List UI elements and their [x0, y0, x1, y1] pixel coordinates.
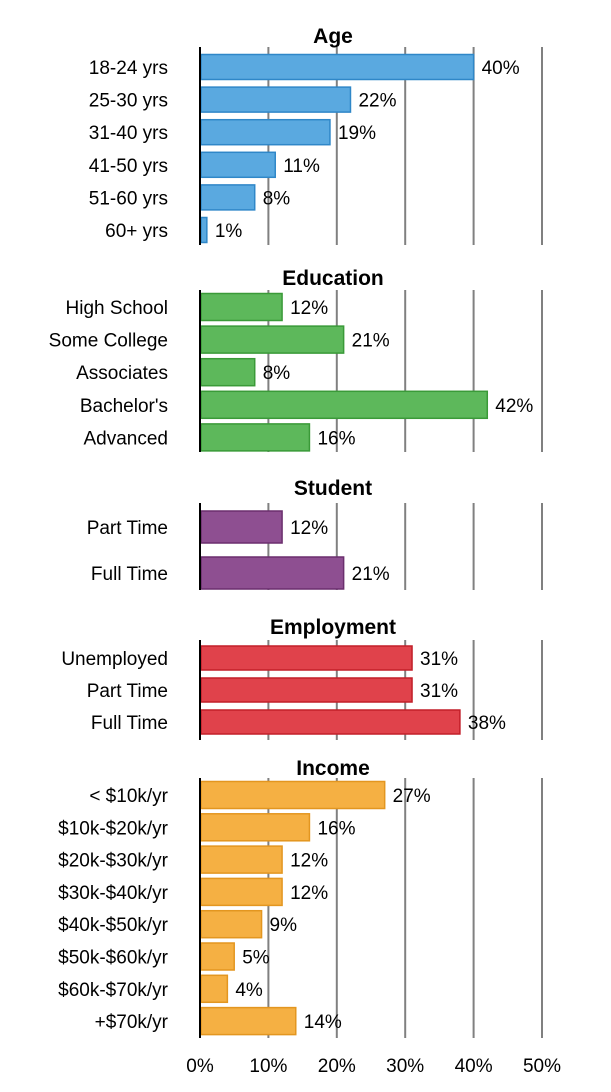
panel-title: Student: [294, 477, 372, 500]
panel-title: Education: [282, 267, 384, 290]
data-label: 11%: [283, 156, 320, 177]
bar: [200, 677, 413, 703]
bar: [200, 184, 256, 211]
bar: [200, 942, 235, 971]
bar: [200, 357, 256, 387]
data-label: 19%: [338, 123, 376, 144]
category-label: Some College: [49, 331, 168, 352]
category-label: 25-30 yrs: [89, 91, 168, 112]
data-label: 40%: [482, 58, 520, 79]
bar: [200, 325, 345, 354]
bar: [200, 118, 331, 146]
category-label: $30k-$40k/yr: [58, 883, 169, 904]
bar: [200, 1006, 297, 1036]
category-label: Part Time: [87, 518, 168, 539]
bar: [200, 292, 283, 322]
panel-title: Income: [296, 757, 370, 780]
category-label: $10k-$20k/yr: [58, 818, 169, 839]
data-label: 38%: [468, 713, 506, 734]
category-label: 51-60 yrs: [89, 188, 168, 209]
data-label: 16%: [317, 818, 355, 839]
data-label: 8%: [263, 363, 291, 384]
bar: [200, 877, 283, 907]
panel-employment: Employment Unemployed 31% Part Time 31% Full …: [61, 616, 543, 740]
bar: [200, 510, 283, 544]
category-label: 31-40 yrs: [89, 123, 168, 144]
category-label: Bachelor's: [80, 396, 168, 417]
data-label: 27%: [393, 786, 431, 807]
bar: [200, 909, 263, 939]
category-label: Part Time: [87, 681, 168, 702]
data-label: 12%: [290, 851, 328, 872]
category-label: Full Time: [91, 564, 168, 585]
category-label: Advanced: [83, 428, 168, 449]
data-label: 5%: [242, 948, 270, 969]
category-label: Unemployed: [61, 649, 168, 670]
bar: [200, 86, 352, 113]
data-label: 42%: [495, 396, 533, 417]
data-label: 12%: [290, 518, 328, 539]
data-label: 31%: [420, 649, 458, 670]
category-label: Full Time: [91, 713, 168, 734]
panel-student: Student Part Time 12% Full Time 21%: [87, 477, 543, 590]
data-label: 12%: [290, 883, 328, 904]
bar: [200, 974, 229, 1004]
panel-income: Income < $10k/yr 27% $10k-$20k/yr 16% $20k-$3…: [58, 757, 543, 1038]
x-tick-label: 40%: [455, 1056, 493, 1077]
x-tick-label: 20%: [318, 1056, 356, 1077]
data-label: 1%: [215, 221, 243, 242]
panel-education: Education High School 12% Some College 21% As…: [49, 267, 543, 452]
bar: [200, 780, 386, 810]
category-label: 60+ yrs: [105, 221, 168, 242]
category-label: $50k-$60k/yr: [58, 948, 169, 969]
data-label: 31%: [420, 681, 458, 702]
data-label: 14%: [304, 1012, 342, 1033]
category-label: 41-50 yrs: [89, 156, 168, 177]
data-label: 21%: [352, 331, 390, 352]
category-label: $60k-$70k/yr: [58, 980, 169, 1001]
data-label: 16%: [317, 428, 355, 449]
x-tick-label: 10%: [249, 1056, 287, 1077]
category-label: < $10k/yr: [89, 786, 168, 807]
panel-title: Age: [313, 25, 353, 48]
bar: [200, 390, 489, 420]
x-tick-label: 50%: [523, 1056, 561, 1077]
bar: [200, 53, 475, 81]
data-label: 12%: [290, 298, 328, 319]
bar: [200, 645, 413, 671]
category-label: +$70k/yr: [95, 1012, 169, 1033]
x-tick-label: 0%: [186, 1056, 214, 1077]
bar: [200, 423, 311, 452]
bar: [200, 216, 208, 244]
category-label: $20k-$30k/yr: [58, 851, 169, 872]
bar: [200, 556, 345, 590]
category-label: Associates: [76, 363, 168, 384]
panel-title: Employment: [270, 616, 396, 639]
bar: [200, 813, 311, 842]
category-label: 18-24 yrs: [89, 58, 168, 79]
category-label: High School: [66, 298, 168, 319]
bar: [200, 709, 461, 735]
x-tick-label: 30%: [386, 1056, 424, 1077]
category-label: $40k-$50k/yr: [58, 915, 169, 936]
data-label: 8%: [263, 188, 291, 209]
panel-age: Age 18-24 yrs 40% 25-30 yrs 22% 31-40 yrs 19% 4…: [89, 25, 543, 245]
bar: [200, 845, 283, 874]
data-label: 22%: [358, 91, 396, 112]
data-label: 9%: [270, 915, 298, 936]
bar: [200, 151, 276, 179]
data-label: 21%: [352, 564, 390, 585]
data-label: 4%: [235, 980, 263, 1001]
